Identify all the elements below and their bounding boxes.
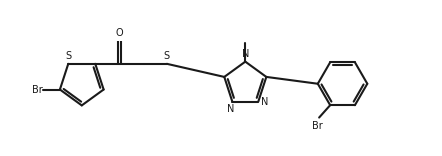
- Text: O: O: [116, 28, 123, 38]
- Text: N: N: [261, 97, 268, 107]
- Text: Br: Br: [32, 85, 43, 95]
- Text: N: N: [227, 104, 234, 114]
- Text: S: S: [164, 51, 170, 61]
- Text: N: N: [242, 49, 249, 58]
- Text: S: S: [65, 51, 71, 61]
- Text: Br: Br: [312, 121, 323, 131]
